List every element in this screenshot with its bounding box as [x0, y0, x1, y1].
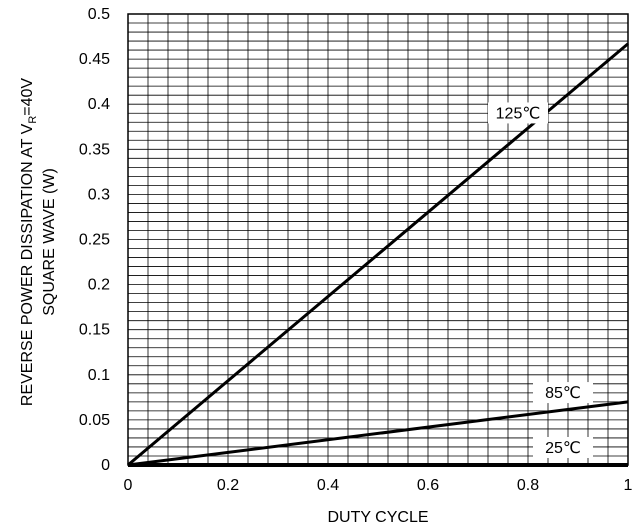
x-tick-label: 0.4 [317, 477, 339, 494]
curve-label: 125℃ [496, 105, 541, 122]
y-tick-label: 0.05 [79, 412, 110, 429]
y-tick-label: 0 [101, 457, 110, 474]
x-tick-label: 0.2 [217, 477, 239, 494]
x-tick-label: 1 [624, 477, 632, 494]
y-tick-label: 0.45 [79, 51, 110, 68]
y-tick-label: 0.5 [88, 6, 110, 23]
x-tick-labels: 0 0.2 0.4 0.6 0.8 1 [124, 477, 632, 494]
y-tick-label: 0.35 [79, 141, 110, 158]
curve-label-background [533, 437, 593, 458]
y-tick-labels: 0 0.05 0.1 0.15 0.2 0.25 0.3 0.35 0.4 0.45 0.5 [79, 6, 110, 474]
series-line [127, 400, 629, 467]
y-axis-title-subscript: R [27, 116, 39, 124]
x-tick-label: 0.6 [417, 477, 439, 494]
curve-label: 25℃ [545, 440, 581, 457]
y-tick-label: 0.2 [88, 277, 110, 294]
curve-label: 85℃ [545, 385, 581, 402]
y-tick-label: 0.3 [88, 186, 110, 203]
x-tick-label: 0 [124, 477, 133, 494]
x-tick-label: 0.8 [517, 477, 539, 494]
curve-labels: 125℃ 85℃ 25℃ [488, 102, 593, 458]
y-tick-label: 0.15 [79, 322, 110, 339]
y-tick-label: 0.25 [79, 232, 110, 249]
plot-frame [127, 13, 629, 466]
y-axis-title-line2: SQUARE WAVE (W) [41, 168, 58, 316]
x-axis-title: DUTY CYCLE [327, 509, 428, 526]
y-axis-title-line1: REVERSE POWER DISSIPATION AT VR=40V [19, 78, 39, 407]
curve-label-background [488, 102, 548, 124]
curve-label-background [533, 382, 593, 404]
y-tick-label: 0.1 [88, 367, 110, 384]
y-tick-label: 0.4 [88, 96, 110, 113]
